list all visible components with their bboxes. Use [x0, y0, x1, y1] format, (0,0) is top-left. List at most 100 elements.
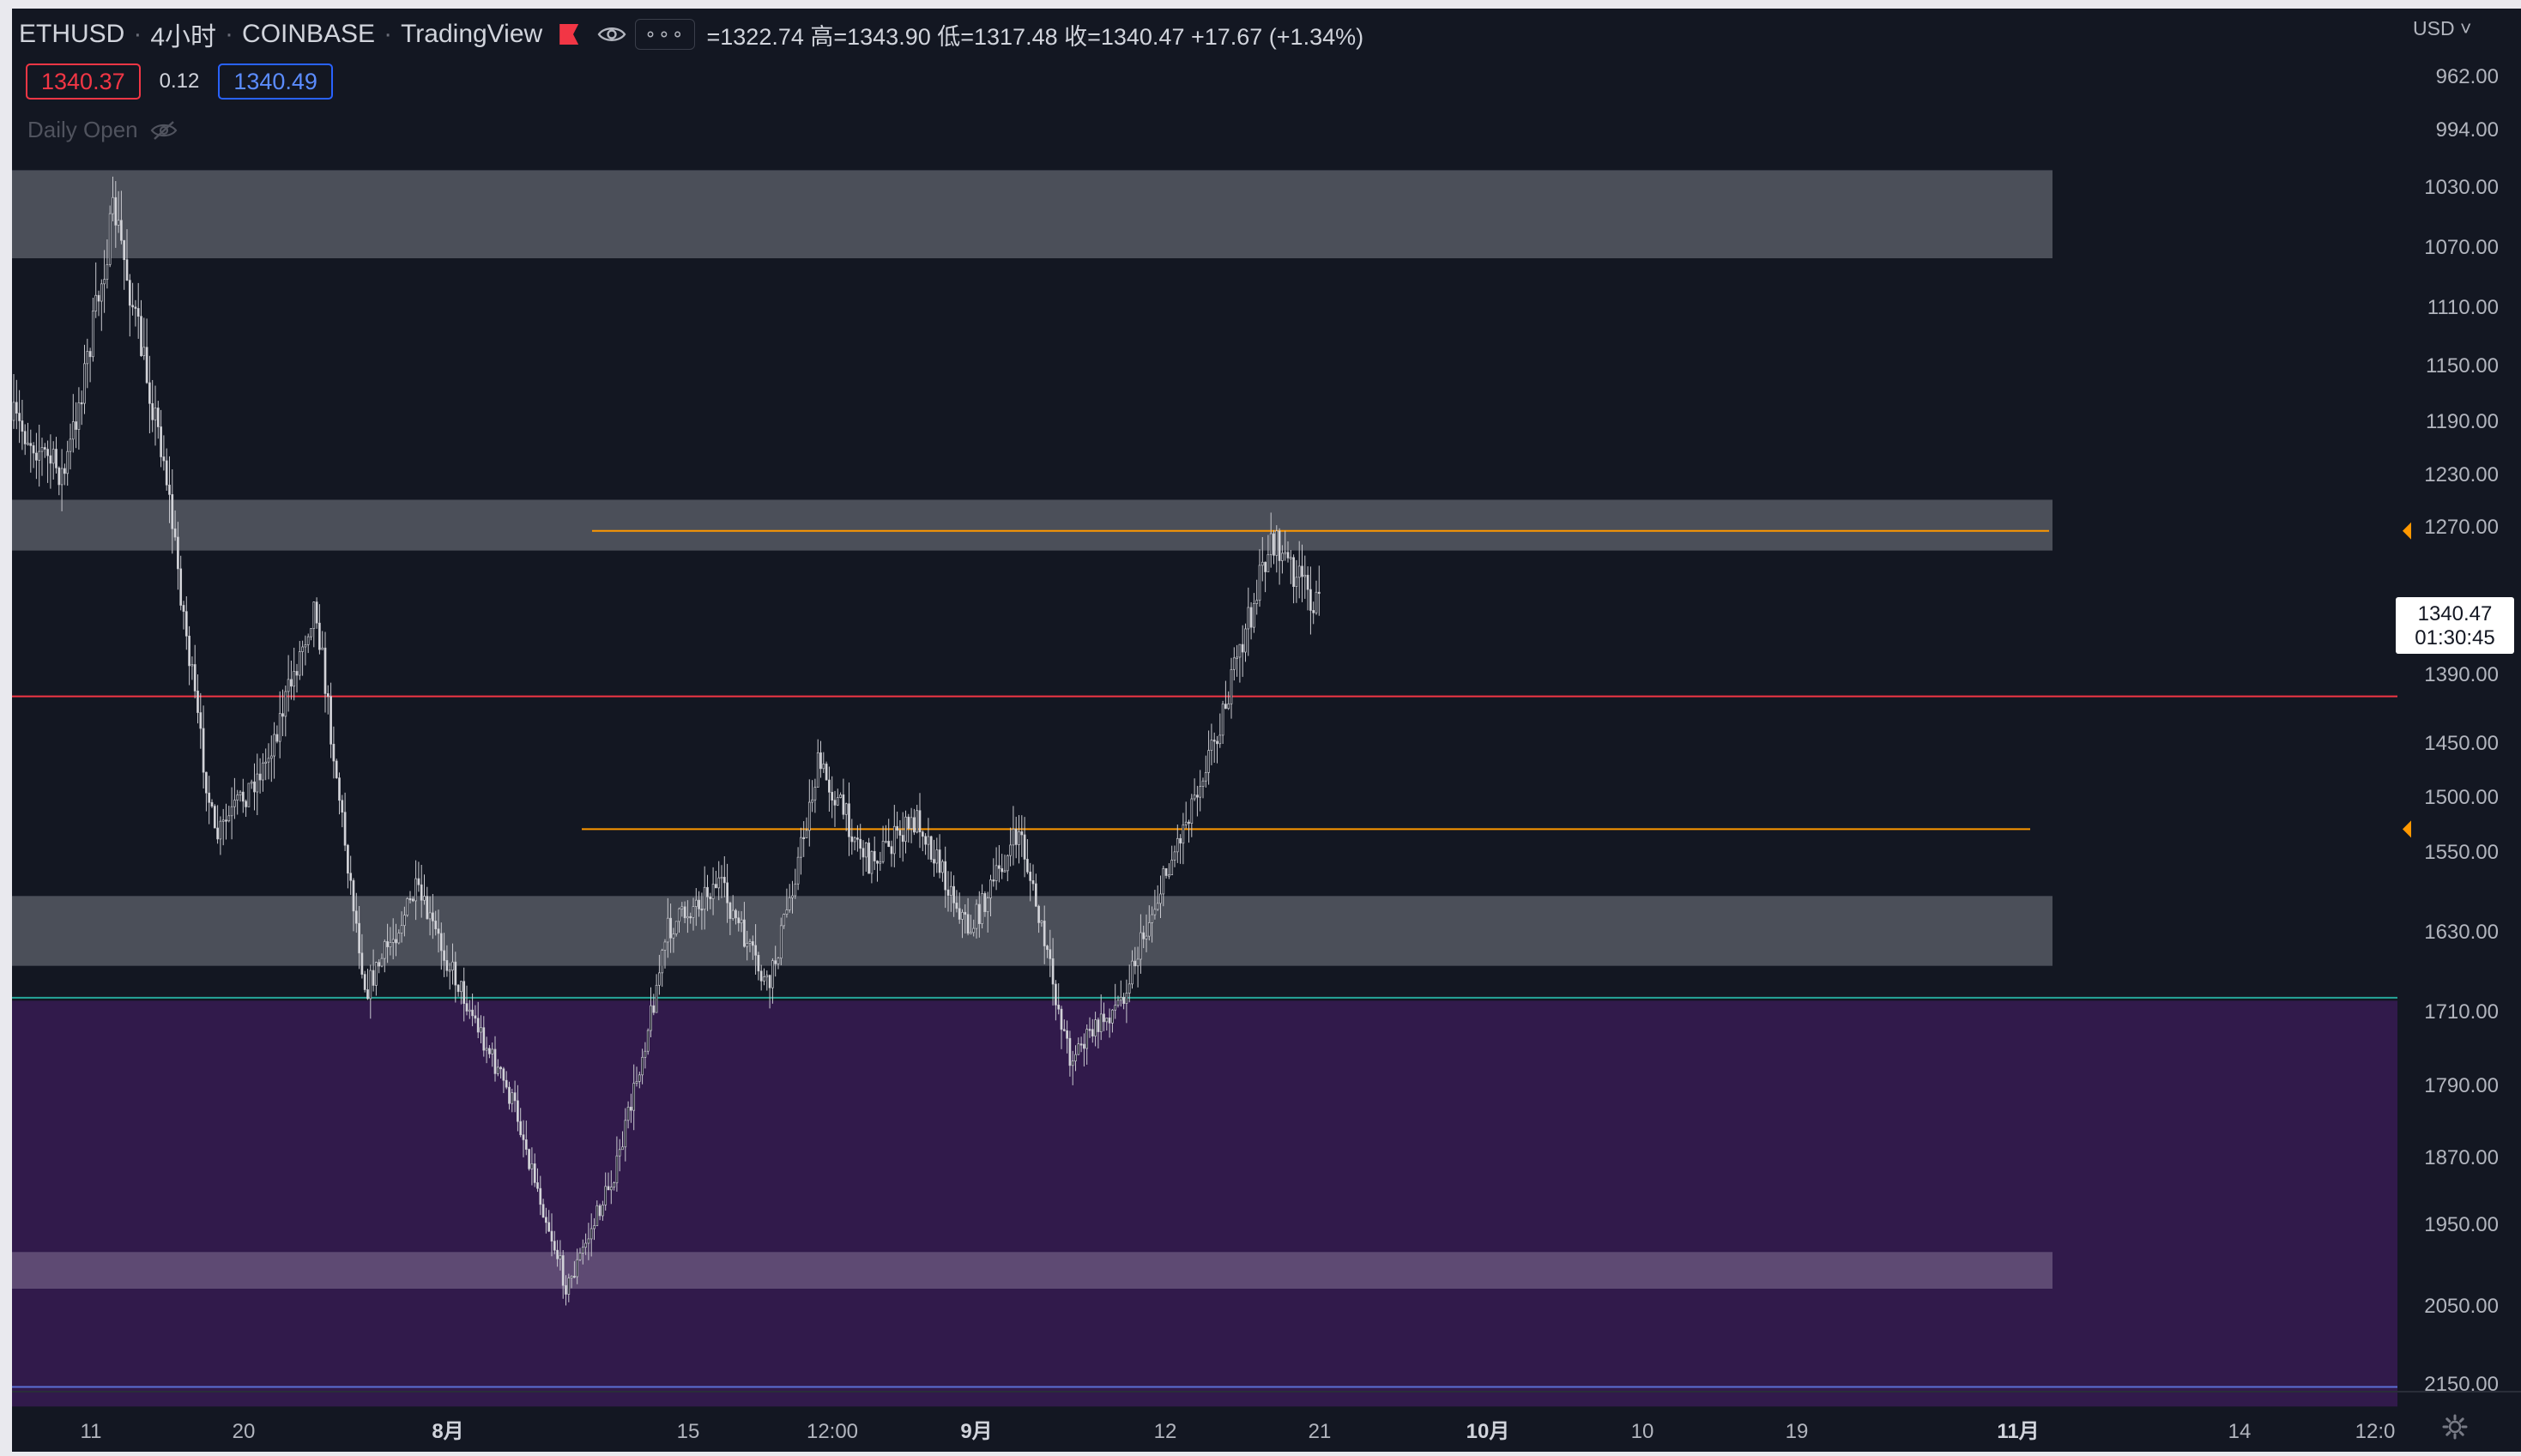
- settings-icon[interactable]: [2442, 1414, 2468, 1440]
- candle-body: [71, 421, 75, 440]
- price-axis[interactable]: [2397, 9, 2521, 1392]
- candle-body: [1018, 831, 1020, 845]
- candle-body: [892, 825, 896, 855]
- candles-layer: [12, 176, 1321, 1306]
- candle-body: [1012, 829, 1015, 846]
- eye-off-icon[interactable]: [150, 120, 178, 141]
- candle-body: [949, 885, 952, 896]
- candle-body: [278, 713, 281, 742]
- candle-body: [1289, 557, 1292, 559]
- candle-body: [1173, 851, 1176, 861]
- candle-body: [785, 909, 789, 915]
- study-legend[interactable]: Daily Open: [27, 117, 178, 143]
- candle-body: [460, 981, 462, 993]
- candle-body: [1091, 1029, 1094, 1037]
- candle-body: [791, 895, 794, 898]
- candle-body: [321, 647, 324, 650]
- candle-body: [779, 925, 783, 959]
- candle-body: [295, 671, 299, 676]
- candle-body: [386, 941, 389, 947]
- candle-body: [522, 1134, 525, 1140]
- candle-body: [173, 528, 177, 538]
- buy-price-button[interactable]: 1340.49: [218, 63, 333, 100]
- legend-separator: ·: [384, 20, 393, 48]
- candle-body: [94, 294, 98, 311]
- candle-body: [92, 311, 94, 358]
- candle-body: [75, 421, 77, 430]
- candle-body: [423, 896, 426, 901]
- interval-label[interactable]: 4小时: [150, 23, 217, 51]
- candle-body: [768, 975, 771, 988]
- candle-body: [536, 1182, 539, 1189]
- candle-body: [236, 794, 239, 800]
- time-tick-label: 20: [233, 1420, 256, 1443]
- candle-body: [456, 984, 460, 993]
- candle-body: [29, 443, 33, 446]
- left-strip: [0, 0, 12, 1452]
- more-icon[interactable]: ∘∘∘: [635, 19, 695, 50]
- candle-body: [1260, 561, 1264, 566]
- candle-body: [120, 220, 123, 241]
- sell-price-button[interactable]: 1340.37: [26, 63, 141, 100]
- candle-body: [1196, 794, 1199, 798]
- candle-body: [1114, 1005, 1117, 1011]
- eye-icon[interactable]: [597, 24, 626, 45]
- candle-body: [508, 1086, 511, 1104]
- candle-body: [190, 664, 194, 667]
- candle-body: [142, 347, 146, 357]
- candle-body: [765, 975, 769, 977]
- candle-body: [145, 347, 148, 384]
- candle-body: [751, 941, 754, 946]
- candle-body: [1247, 607, 1250, 630]
- candle-body: [439, 933, 443, 952]
- flag-icon[interactable]: [559, 24, 579, 45]
- zone-band: [12, 1000, 2397, 1407]
- candle-body: [1292, 557, 1295, 587]
- top-strip: [0, 0, 2521, 9]
- candle-body: [794, 883, 797, 897]
- candle-body: [833, 800, 837, 806]
- currency-selector[interactable]: USD ˅: [2413, 17, 2471, 40]
- candle-body: [550, 1230, 553, 1242]
- candle-body: [233, 800, 236, 807]
- candle-body: [372, 970, 375, 986]
- candle-body: [570, 1276, 573, 1278]
- candle-body: [476, 1018, 480, 1033]
- candle-body: [907, 816, 910, 829]
- candle-body: [689, 915, 692, 919]
- candle-body: [966, 914, 970, 933]
- candle-body: [154, 408, 157, 420]
- candle-body: [927, 836, 930, 845]
- candle-body: [663, 941, 667, 951]
- candle-body: [977, 903, 981, 925]
- time-tick-label: 8月: [432, 1420, 463, 1443]
- candle-body: [267, 758, 270, 763]
- candle-body: [528, 1149, 530, 1169]
- candle-body: [502, 1068, 505, 1081]
- candle-body: [165, 460, 168, 486]
- candle-body: [1236, 656, 1238, 659]
- candle-body: [1162, 867, 1165, 895]
- time-tick-label: 21: [1309, 1420, 1332, 1443]
- candle-body: [318, 622, 321, 650]
- candle-body: [1232, 657, 1236, 670]
- candle-body: [363, 974, 366, 990]
- candle-body: [998, 865, 1001, 869]
- price-tick-label: 1870.00: [2424, 1146, 2499, 1169]
- candle-body: [972, 927, 976, 933]
- candle-body: [759, 970, 763, 982]
- time-tick-label: 11月: [1997, 1420, 2039, 1443]
- candle-body: [1134, 960, 1137, 967]
- candle-body: [287, 679, 290, 692]
- candle-body: [771, 960, 774, 988]
- candle-body: [426, 896, 429, 920]
- candle-body: [848, 803, 850, 837]
- candle-body: [241, 791, 245, 802]
- candle-body: [700, 909, 704, 911]
- candle-body: [1020, 831, 1024, 836]
- candle-body: [938, 849, 941, 873]
- candle-body: [644, 1050, 647, 1058]
- candle-body: [672, 933, 675, 939]
- symbol-name[interactable]: ETHUSD: [19, 20, 125, 48]
